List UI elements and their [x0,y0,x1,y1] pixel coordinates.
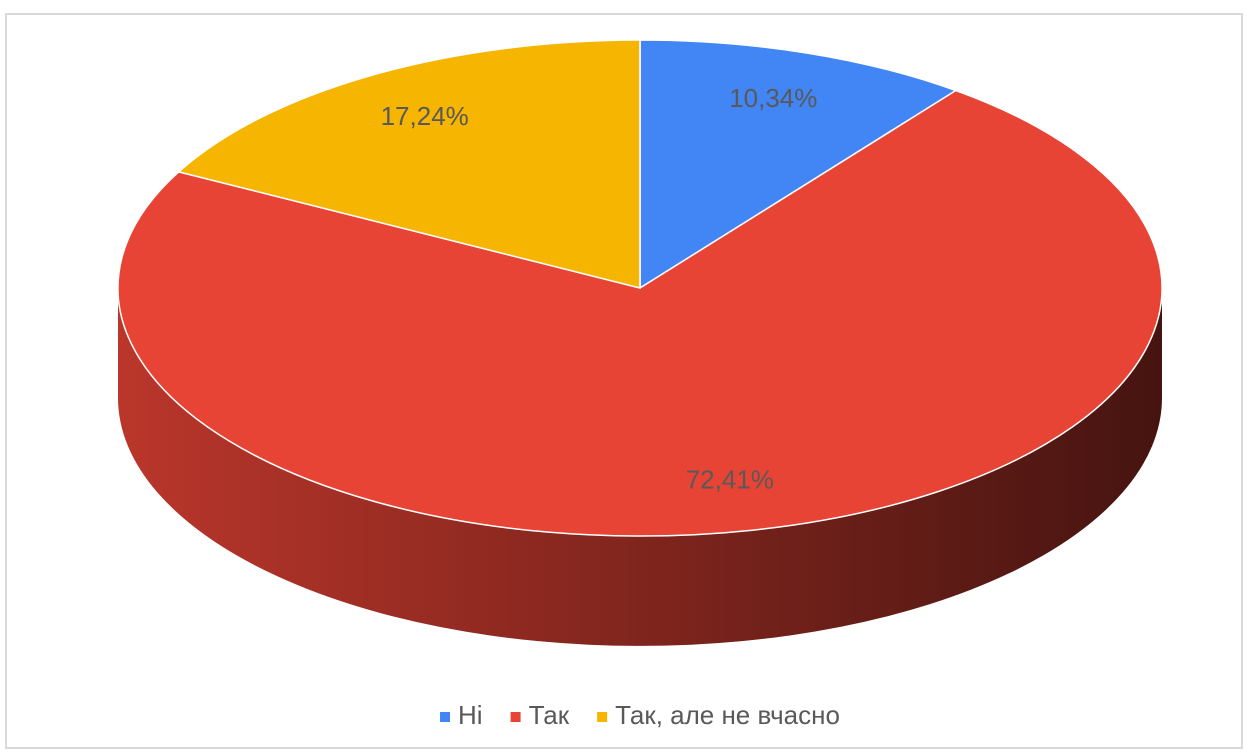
pie-side [118,288,1162,646]
pie-slice [117,89,1163,537]
legend-marker [440,712,451,722]
legend-label: Так, але не вчасно [615,700,840,730]
legend-label: Так [529,700,570,730]
pie-slice [639,39,958,290]
legend-marker [597,712,608,722]
legend-label: Ні [458,700,483,730]
legend-marker [510,712,521,722]
data-label: 72,41% [686,465,774,495]
data-label: 10,34% [729,83,817,113]
pie-slice [177,39,641,289]
data-label: 17,24% [381,101,469,131]
